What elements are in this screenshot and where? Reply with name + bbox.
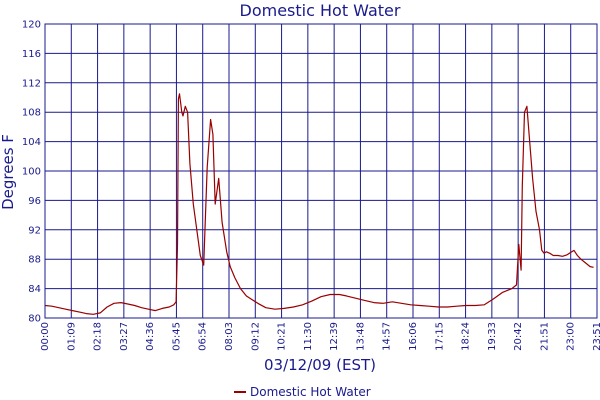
x-tick-label: 12:39	[329, 322, 340, 351]
y-tick-label: 112	[22, 78, 41, 89]
x-tick-label: 03:27	[119, 322, 130, 351]
x-tick-label: 01:09	[66, 322, 77, 351]
x-tick-label: 09:12	[250, 322, 261, 351]
x-tick-label: 17:15	[434, 322, 445, 351]
x-tick-label: 00:00	[40, 322, 51, 351]
chart-title: Domestic Hot Water	[240, 1, 401, 20]
x-tick-label: 16:06	[408, 322, 419, 351]
series-layer	[44, 93, 594, 315]
y-tick-label: 92	[28, 225, 41, 236]
legend-label: Domestic Hot Water	[250, 385, 371, 399]
legend: Domestic Hot Water	[234, 385, 371, 399]
x-tick-label: 10:21	[277, 322, 288, 351]
y-tick-label: 100	[22, 167, 41, 178]
y-tick-label: 116	[22, 49, 41, 60]
x-tick-label: 13:48	[355, 322, 366, 351]
x-tick-label: 23:00	[566, 322, 577, 351]
y-tick-label: 96	[28, 196, 41, 207]
y-tick-label: 84	[28, 284, 41, 295]
y-axis-label: Degrees F	[0, 134, 17, 210]
x-tick-label: 19:33	[487, 322, 498, 351]
y-tick-label: 120	[22, 20, 41, 31]
x-axis-label: 03/12/09 (EST)	[264, 356, 376, 374]
plot-frame	[44, 23, 598, 319]
y-tick-labels: 80 84 88 92 96 100 104 108 112 116 120	[22, 20, 41, 325]
y-tick-label: 108	[22, 108, 41, 119]
x-tick-label: 06:54	[198, 322, 209, 351]
x-tick-label: 23:51	[592, 322, 600, 351]
x-tick-label: 20:42	[513, 322, 524, 351]
x-tick-label: 11:30	[303, 322, 314, 351]
x-tick-label: 02:18	[93, 322, 104, 351]
y-tick-label: 80	[28, 314, 41, 325]
x-tick-label: 04:36	[145, 322, 156, 351]
x-tick-label: 18:24	[461, 322, 472, 351]
x-tick-label: 08:03	[224, 322, 235, 351]
series-line-0	[44, 93, 594, 315]
plot-grid	[44, 23, 598, 319]
x-tick-labels: 00:00 01:09 02:18 03:27 04:36 05:45 06:54 08:03…	[40, 322, 600, 351]
x-tick-label: 14:57	[382, 322, 393, 351]
x-tick-label: 05:45	[171, 322, 182, 351]
y-tick-label: 88	[28, 255, 41, 266]
y-tick-label: 104	[22, 137, 41, 148]
x-tick-label: 21:51	[539, 322, 550, 351]
